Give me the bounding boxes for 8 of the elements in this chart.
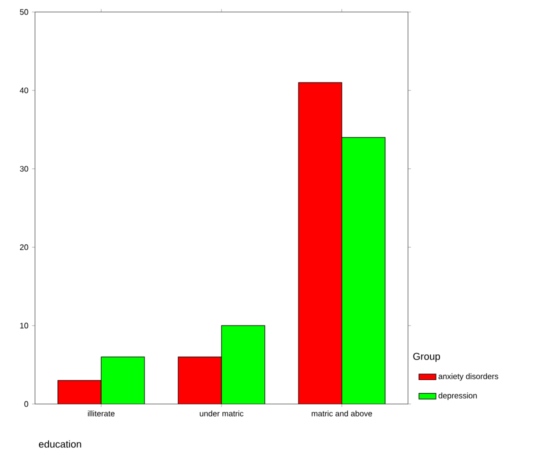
bar (58, 380, 102, 404)
bar (100, 356, 145, 404)
x-axis-title: education (38, 440, 82, 448)
legend-title: Group (413, 352, 440, 362)
bar (178, 356, 222, 404)
bar (221, 325, 266, 404)
bar (298, 82, 342, 404)
bar (342, 137, 386, 404)
